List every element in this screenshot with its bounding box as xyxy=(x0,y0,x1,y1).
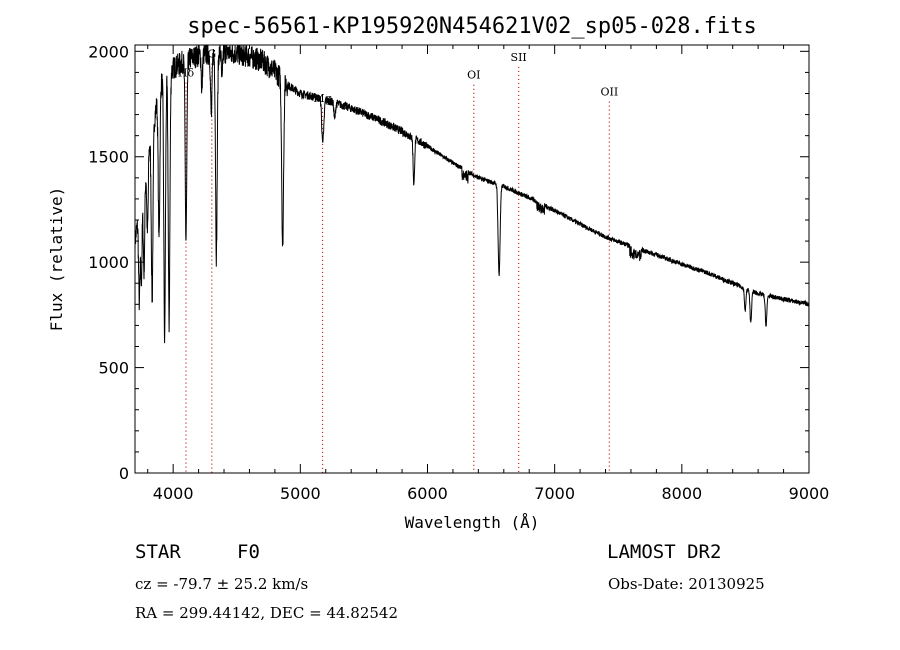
observation-date: Obs-Date: 20130925 xyxy=(608,575,765,593)
x-tick-label: 6000 xyxy=(407,484,448,503)
y-tick-label: 0 xyxy=(119,464,129,483)
redshift-value: cz = -79.7 ± 25.2 km/s xyxy=(135,575,309,593)
line-marker-label: OII xyxy=(600,86,618,99)
x-axis: 4000 5000 6000 7000 8000 9000 xyxy=(147,45,830,503)
y-tick-label: 2000 xyxy=(88,42,129,61)
line-marker-label: OI xyxy=(467,69,480,82)
spectrum-line xyxy=(134,44,810,474)
x-axis-label: Wavelength (Å) xyxy=(405,513,540,532)
object-class: STAR xyxy=(135,541,181,563)
chart-title: spec-56561-KP195920N454621V02_sp05-028.f… xyxy=(187,14,757,39)
spectral-subclass: F0 xyxy=(237,541,260,563)
survey-name: LAMOST DR2 xyxy=(607,541,722,563)
x-tick-label: 4000 xyxy=(153,484,194,503)
y-axis: 0 500 1000 1500 2000 xyxy=(88,42,809,483)
line-marker-label: SII xyxy=(511,51,527,64)
x-tick-label: 9000 xyxy=(789,484,830,503)
y-tick-label: 500 xyxy=(98,359,129,378)
y-tick-label: 1000 xyxy=(88,253,129,272)
line-marker-label: G xyxy=(207,48,216,61)
coordinates: RA = 299.44142, DEC = 44.82542 xyxy=(135,604,399,622)
plot-frame xyxy=(134,44,810,474)
x-tick-label: 8000 xyxy=(661,484,702,503)
y-axis-label: Flux (relative) xyxy=(47,187,66,332)
y-tick-label: 1500 xyxy=(88,148,129,167)
x-tick-label: 7000 xyxy=(534,484,575,503)
x-tick-label: 5000 xyxy=(280,484,321,503)
